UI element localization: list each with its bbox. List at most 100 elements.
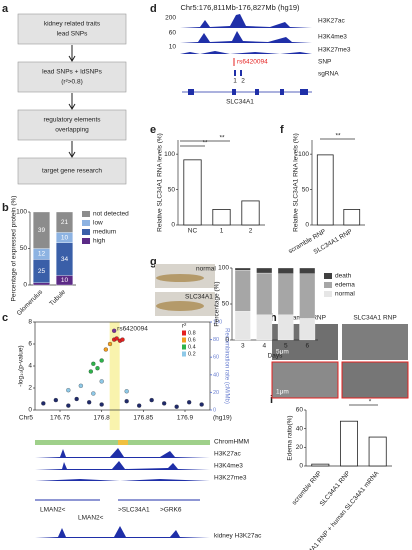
flow-text: kidney related traits (44, 21, 101, 28)
point (124, 389, 129, 394)
point (103, 347, 108, 352)
legend-swatch (182, 344, 186, 350)
legend-label: medium (93, 229, 116, 236)
panel-label: b (2, 202, 9, 214)
y2-tick-label: 100 (213, 319, 222, 325)
legend-swatch (82, 220, 90, 226)
legend-label: normal (335, 291, 355, 298)
significance: ** (202, 140, 208, 147)
y-tick-label: 20 (296, 444, 304, 451)
exon (280, 89, 284, 95)
track-label: sgRNA (318, 71, 339, 78)
segment-label: 34 (61, 256, 69, 263)
y2-tick-label: 60 (213, 355, 219, 361)
sgrna-label: 2 (241, 78, 245, 85)
y-tick-label: 60 (296, 407, 304, 414)
fish (156, 274, 204, 282)
x-tick-label: Glomerulus (16, 288, 45, 317)
point (41, 401, 46, 406)
highlight-band (109, 322, 120, 430)
bar-segment (234, 270, 251, 312)
point (162, 401, 167, 406)
bar (316, 154, 334, 226)
point (114, 336, 119, 341)
sgrna-label: 1 (233, 78, 237, 85)
flow-text: target gene research (42, 168, 102, 175)
exon (300, 89, 308, 95)
segment-label: 10 (61, 277, 69, 284)
flow-arrow (68, 93, 76, 110)
flow-text: lead SNPs + ldSNPs (42, 69, 103, 76)
point (99, 402, 104, 407)
x-axis-label: Days (268, 353, 284, 360)
y-tick-label: 50 (168, 186, 176, 193)
point (112, 328, 117, 333)
y-tick-label: 0 (23, 282, 27, 289)
bar-segment (234, 311, 251, 341)
legend-swatch (82, 238, 90, 244)
track-signal (35, 448, 210, 458)
bar-segment (277, 267, 294, 274)
point (187, 400, 192, 405)
bar-segment (256, 272, 273, 315)
x-tick-label: 2 (249, 228, 253, 235)
y-tick-label: 0 (225, 337, 229, 344)
x-tick-label: 176.85 (133, 415, 153, 422)
image (342, 324, 408, 360)
bar (343, 209, 361, 226)
flow-box (17, 109, 127, 141)
bar-segment (256, 314, 273, 341)
point (91, 391, 96, 396)
snp-label: rs6420094 (237, 59, 268, 66)
panel-label: i (270, 394, 273, 406)
y-tick-label: 50 (222, 301, 230, 308)
segment-label: 39 (38, 227, 46, 234)
x-tick-label: NC (188, 228, 198, 235)
y2-tick-label: 20 (213, 390, 219, 396)
y2-axis-label: Recombination rate (cM/Mb) (223, 328, 229, 404)
gene-label: SLC34A1 (226, 99, 254, 106)
point (137, 403, 142, 408)
flow-text: regulatory elements (43, 117, 101, 124)
x-tick-label: 3 (241, 343, 245, 350)
image-label: SLC34A1 RNP (353, 315, 396, 322)
point (199, 402, 204, 407)
y-tick-label: 0 (28, 407, 32, 414)
x-tick-label: 4 (262, 343, 266, 350)
legend-swatch (324, 273, 332, 279)
flow-box (17, 61, 127, 93)
track-signal (35, 479, 210, 481)
track-label: H3K4me3 (318, 34, 347, 41)
bar-segment (33, 211, 50, 249)
point (88, 369, 93, 374)
panel-label: e (150, 124, 156, 136)
point-annotation: rs6420094 (117, 326, 148, 333)
panel-label: g (150, 256, 157, 268)
bar (212, 209, 231, 226)
x-tick-label: 176.8 (94, 415, 111, 422)
panel-label: a (2, 3, 9, 15)
x-axis-unit: (hg19) (213, 415, 232, 422)
legend-swatch (324, 282, 332, 288)
y-tick-label: 100 (298, 151, 309, 158)
bar (241, 200, 260, 226)
y2-tick-label: 0 (213, 407, 216, 413)
exon (188, 89, 194, 95)
point (120, 337, 125, 342)
bar-segment (256, 267, 273, 274)
image (341, 361, 409, 399)
flow-text: overlapping (55, 127, 89, 134)
legend-label: low (93, 220, 103, 227)
y-tick-label: 100 (16, 209, 27, 216)
flow-arrow (68, 141, 76, 158)
bar-segment (299, 318, 316, 341)
legend-label: 0.4 (188, 344, 196, 350)
legend-swatch (324, 291, 332, 297)
significance: ** (219, 135, 225, 142)
scale-bar: 5μm (276, 349, 289, 356)
legend-swatch (182, 330, 186, 336)
fish (156, 301, 204, 311)
panel-label: f (280, 124, 284, 136)
exon (232, 89, 236, 95)
